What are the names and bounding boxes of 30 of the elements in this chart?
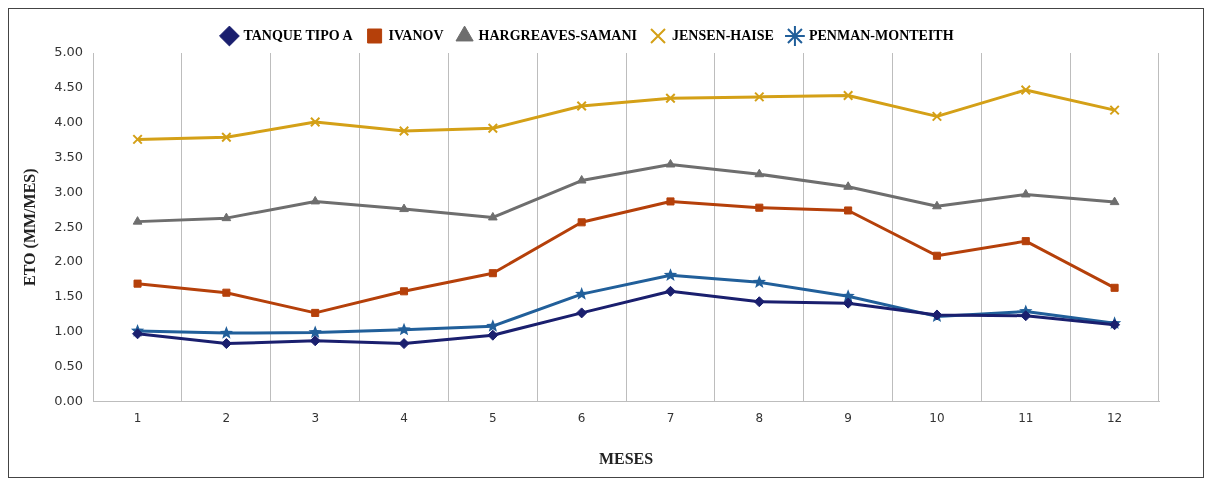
y-tick-label: 2.50 — [54, 218, 84, 234]
y-tick-label: 3.00 — [54, 183, 84, 199]
x-tick-label: 6 — [577, 410, 586, 425]
legend-label: PENMAN-MONTEITH — [808, 27, 954, 43]
y-axis-title: ETO (MM/MES) — [20, 168, 39, 286]
x-tick-label: 11 — [1018, 410, 1034, 425]
x-tick-label: 5 — [489, 410, 497, 425]
x-tick-label: 8 — [755, 410, 764, 425]
legend-label: HARGREAVES-SAMANI — [478, 27, 638, 43]
y-tick-label: 5.00 — [54, 44, 84, 60]
x-tick-label: 1 — [133, 410, 142, 425]
x-tick-label: 3 — [311, 410, 320, 425]
x-tick-label: 10 — [929, 410, 945, 425]
x-tick-label: 2 — [222, 410, 231, 425]
x-axis-title: MESES — [598, 449, 654, 467]
x-tick-label: 4 — [400, 410, 408, 425]
legend-label: IVANOV — [388, 27, 444, 43]
legend-label: JENSEN-HAISE — [672, 27, 774, 43]
legend-label: TANQUE TIPO A — [243, 27, 354, 43]
y-tick-label: 2.00 — [54, 253, 84, 269]
y-tick-label: 0.50 — [54, 357, 84, 373]
y-tick-label: 0.00 — [54, 392, 84, 408]
y-tick-label: 1.50 — [54, 288, 84, 304]
y-tick-label: 4.00 — [54, 114, 84, 130]
x-tick-label: 9 — [844, 410, 852, 425]
x-tick-label: 7 — [666, 410, 675, 425]
y-tick-label: 3.50 — [54, 148, 84, 164]
y-tick-label: 4.50 — [54, 79, 84, 95]
x-tick-label: 12 — [1106, 410, 1123, 425]
y-tick-label: 1.00 — [54, 323, 84, 339]
